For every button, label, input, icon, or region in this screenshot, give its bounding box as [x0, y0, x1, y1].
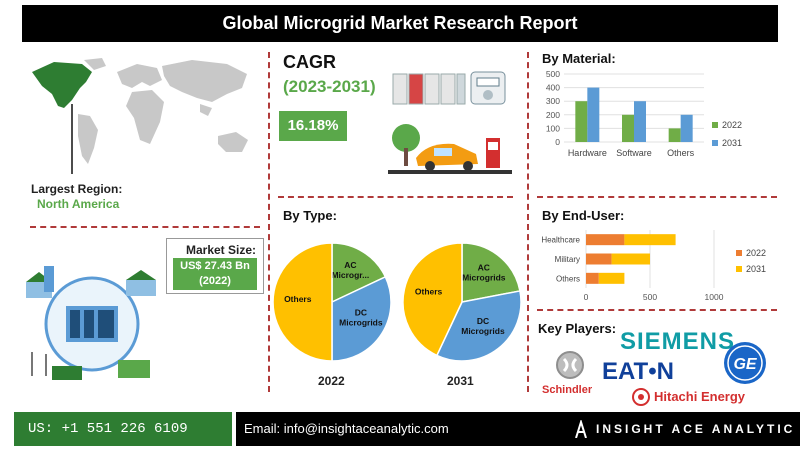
footer-phone[interactable]: US: +1 551 226 6109 [14, 412, 232, 446]
bar-2022-healthcare [586, 234, 625, 246]
bar-2022-hardware [575, 101, 588, 142]
pie-slice-0 [461, 242, 521, 303]
pie-year-2022: 2022 [318, 374, 345, 388]
bar-2031-software [634, 101, 646, 142]
schindler-logo-icon [556, 351, 584, 379]
footer-brand: INSIGHT ACE ANALYTIC [596, 422, 796, 436]
y-tick-label: Others [556, 274, 580, 283]
pie-label: Others [415, 287, 443, 297]
siemens-logo: SIEMENS [620, 328, 736, 355]
x-tick-label: Hardware [568, 148, 607, 158]
eaton-logo: EAT•N [602, 358, 674, 385]
schindler-logo: Schindler [542, 384, 593, 396]
ge-logo-text: GE [733, 356, 757, 373]
energy-storage-icon [392, 71, 506, 105]
x-tick-label: 1000 [705, 292, 724, 302]
pie-label: DC Microgrids [461, 316, 505, 336]
y-tick-label: Healthcare [541, 236, 580, 245]
legend-swatch [712, 140, 718, 146]
divider [30, 226, 260, 228]
cagr-label: CAGR [283, 52, 336, 72]
legend-label: 2022 [722, 120, 742, 130]
x-tick-label: 500 [643, 292, 657, 302]
legend-swatch [736, 266, 742, 272]
end-user-bar-chart: 0 500 1000 Healthcare Military Others 2022 2031 [541, 230, 766, 302]
footer-email[interactable]: Email: info@insightaceanalytic.com [244, 421, 449, 436]
bar-2031-hardware [587, 87, 600, 142]
legend-label: 2031 [722, 138, 742, 148]
bar-2031-healthcare [624, 234, 676, 246]
market-size-value: US$ 27.43 Bn (2022) [173, 258, 257, 290]
footer-contact-bar: Email: info@insightaceanalytic.com INSIG… [236, 412, 800, 446]
bar-2031-military [611, 253, 650, 265]
pie-label: DC Microgrids [339, 307, 383, 327]
key-players-label: Key Players: [538, 321, 617, 336]
y-tick-label: 100 [546, 123, 560, 133]
divider [278, 196, 513, 198]
bar-2022-software [622, 114, 634, 142]
legend-swatch [736, 250, 742, 256]
pie-slice-2 [272, 242, 333, 362]
y-tick-label: 300 [546, 96, 560, 106]
by-end-user-label: By End-User: [542, 208, 625, 223]
y-tick-label: 500 [546, 69, 560, 79]
market-size-year: (2022) [199, 275, 231, 287]
y-tick-label: 400 [546, 83, 560, 93]
legend-label: 2022 [746, 248, 766, 258]
ge-logo-icon: GE [724, 342, 766, 384]
largest-region-value: North America [37, 197, 120, 211]
y-tick-label: Military [555, 255, 580, 264]
pie-label: Others [284, 294, 312, 304]
legend-swatch [712, 122, 718, 128]
bar-2022-others [668, 128, 681, 142]
pie-slice-0 [331, 242, 387, 304]
divider [527, 52, 529, 392]
divider [268, 52, 270, 392]
hitachi-logo-icon [632, 388, 650, 406]
divider [537, 309, 777, 311]
world-map-icon [32, 58, 248, 174]
by-material-label: By Material: [542, 51, 616, 66]
x-tick-label: Others [667, 148, 695, 158]
pie-label: AC Microgr... [331, 260, 369, 280]
by-type-label: By Type: [283, 208, 337, 223]
cagr-years: (2023-2031) [283, 77, 376, 96]
divider [537, 196, 777, 198]
brand-logo-icon [575, 420, 587, 438]
x-tick-label: Software [616, 148, 652, 158]
y-tick-label: 200 [546, 110, 560, 120]
pie-slice-2 [402, 242, 463, 357]
pie-label: AC Microgrids [462, 263, 506, 283]
market-size-frame [166, 238, 264, 294]
ev-charging-icon [388, 124, 512, 174]
pie-slice-1 [435, 290, 522, 362]
type-pie-chart-2031: AC Microgrids DC Microgrids Others [402, 242, 522, 362]
largest-region-label: Largest Region: [31, 182, 123, 196]
market-size-amount: US$ 27.43 Bn [180, 260, 250, 272]
pie-year-2031: 2031 [447, 374, 474, 388]
x-tick-label: 0 [584, 292, 589, 302]
market-size-label: Market Size: [185, 243, 257, 257]
y-tick-label: 0 [555, 137, 560, 147]
pie-slice-1 [331, 275, 392, 362]
microgrid-illustration-icon [26, 266, 156, 380]
type-pie-chart-2022: AC Microgr... DC Microgrids Others [272, 242, 392, 362]
page-title: Global Microgrid Market Research Report [22, 5, 778, 42]
material-bar-chart: 0 100 200 300 400 500 Hardware Software Others 20… [546, 69, 742, 158]
bar-2031-others [680, 114, 693, 142]
legend-label: 2031 [746, 264, 766, 274]
bar-2022-others [586, 272, 599, 284]
bar-2022-military [586, 253, 612, 265]
cagr-value: 16.18% [279, 111, 347, 141]
hitachi-logo: Hitachi Energy [654, 389, 746, 404]
bar-2031-others [598, 272, 625, 284]
